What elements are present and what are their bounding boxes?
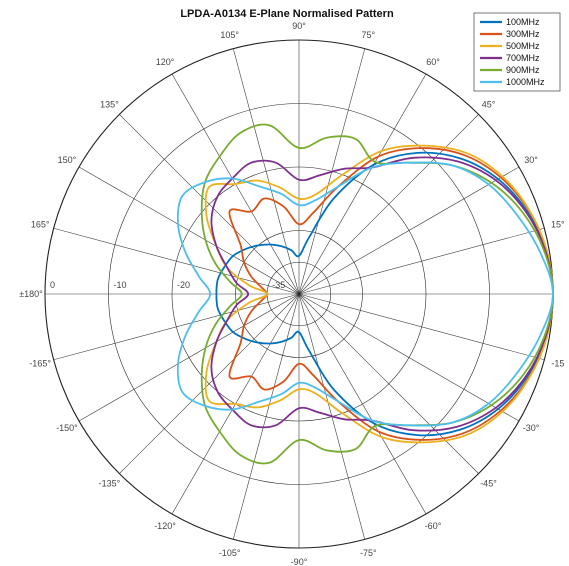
- range-gridline: [171, 166, 427, 422]
- angle-tick-label: 135°: [100, 99, 119, 109]
- angle-tick-label: -30°: [523, 423, 540, 433]
- angle-tick-label: 75°: [362, 30, 376, 40]
- range-gridline: [108, 103, 490, 485]
- legend-label: 1000MHz: [506, 77, 545, 87]
- legend-label: 500MHz: [506, 41, 540, 51]
- range-tick-label: 0: [50, 280, 55, 290]
- angle-tick-label: ±180°: [19, 289, 43, 299]
- series-line-100mhz: [215, 151, 554, 437]
- legend-label: 100MHz: [506, 17, 540, 27]
- angle-tick-label: -120°: [154, 521, 176, 531]
- series-line-1000mhz: [176, 161, 554, 427]
- polar-grid: [44, 39, 554, 549]
- angle-tick-label: 60°: [426, 57, 440, 67]
- angle-tick-label: -105°: [219, 548, 241, 558]
- legend: 100MHz 300MHz 500MHz 700MHz 900MHz 1000MHz: [473, 12, 561, 92]
- range-tick-label: -20: [177, 280, 190, 290]
- angle-tick-label: -165°: [29, 358, 51, 368]
- series-line-900mhz: [200, 123, 554, 465]
- range-tick-label: -35: [272, 280, 285, 290]
- angle-tick-label: 15°: [551, 220, 565, 230]
- angle-tick-label: 165°: [31, 220, 50, 230]
- angle-tick-label: -90°: [291, 557, 308, 566]
- angle-tick-label: 150°: [58, 155, 77, 165]
- angle-tick-label: 30°: [524, 155, 538, 165]
- legend-label: 700MHz: [506, 53, 540, 63]
- angle-tick-label: 105°: [220, 30, 239, 40]
- legend-label: 900MHz: [506, 65, 540, 75]
- series-layer: [176, 123, 554, 465]
- legend-label: 300MHz: [506, 29, 540, 39]
- angle-tick-label: -75°: [360, 548, 377, 558]
- angle-tick-label: -15: [551, 358, 564, 368]
- angle-tick-label: 45°: [482, 99, 496, 109]
- angle-tick-label: -45°: [480, 479, 497, 489]
- tick-labels: 15° 30° 45° 60° 75° 90° 105° 120° 135° 150° 165° ±1…: [19, 21, 565, 566]
- angle-tick-label: 90°: [292, 21, 306, 31]
- angle-tick-label: -60°: [425, 521, 442, 531]
- angle-tick-label: 120°: [156, 57, 175, 67]
- chart-title: LPDA-A0134 E-Plane Normalised Pattern: [180, 8, 394, 20]
- range-gridline: [235, 230, 363, 358]
- range-tick-label: -10: [114, 280, 127, 290]
- legend-box: [473, 12, 561, 92]
- series-line-500mhz: [204, 144, 554, 444]
- angle-tick-label: -135°: [99, 479, 121, 489]
- angle-tick-label: -150°: [56, 423, 78, 433]
